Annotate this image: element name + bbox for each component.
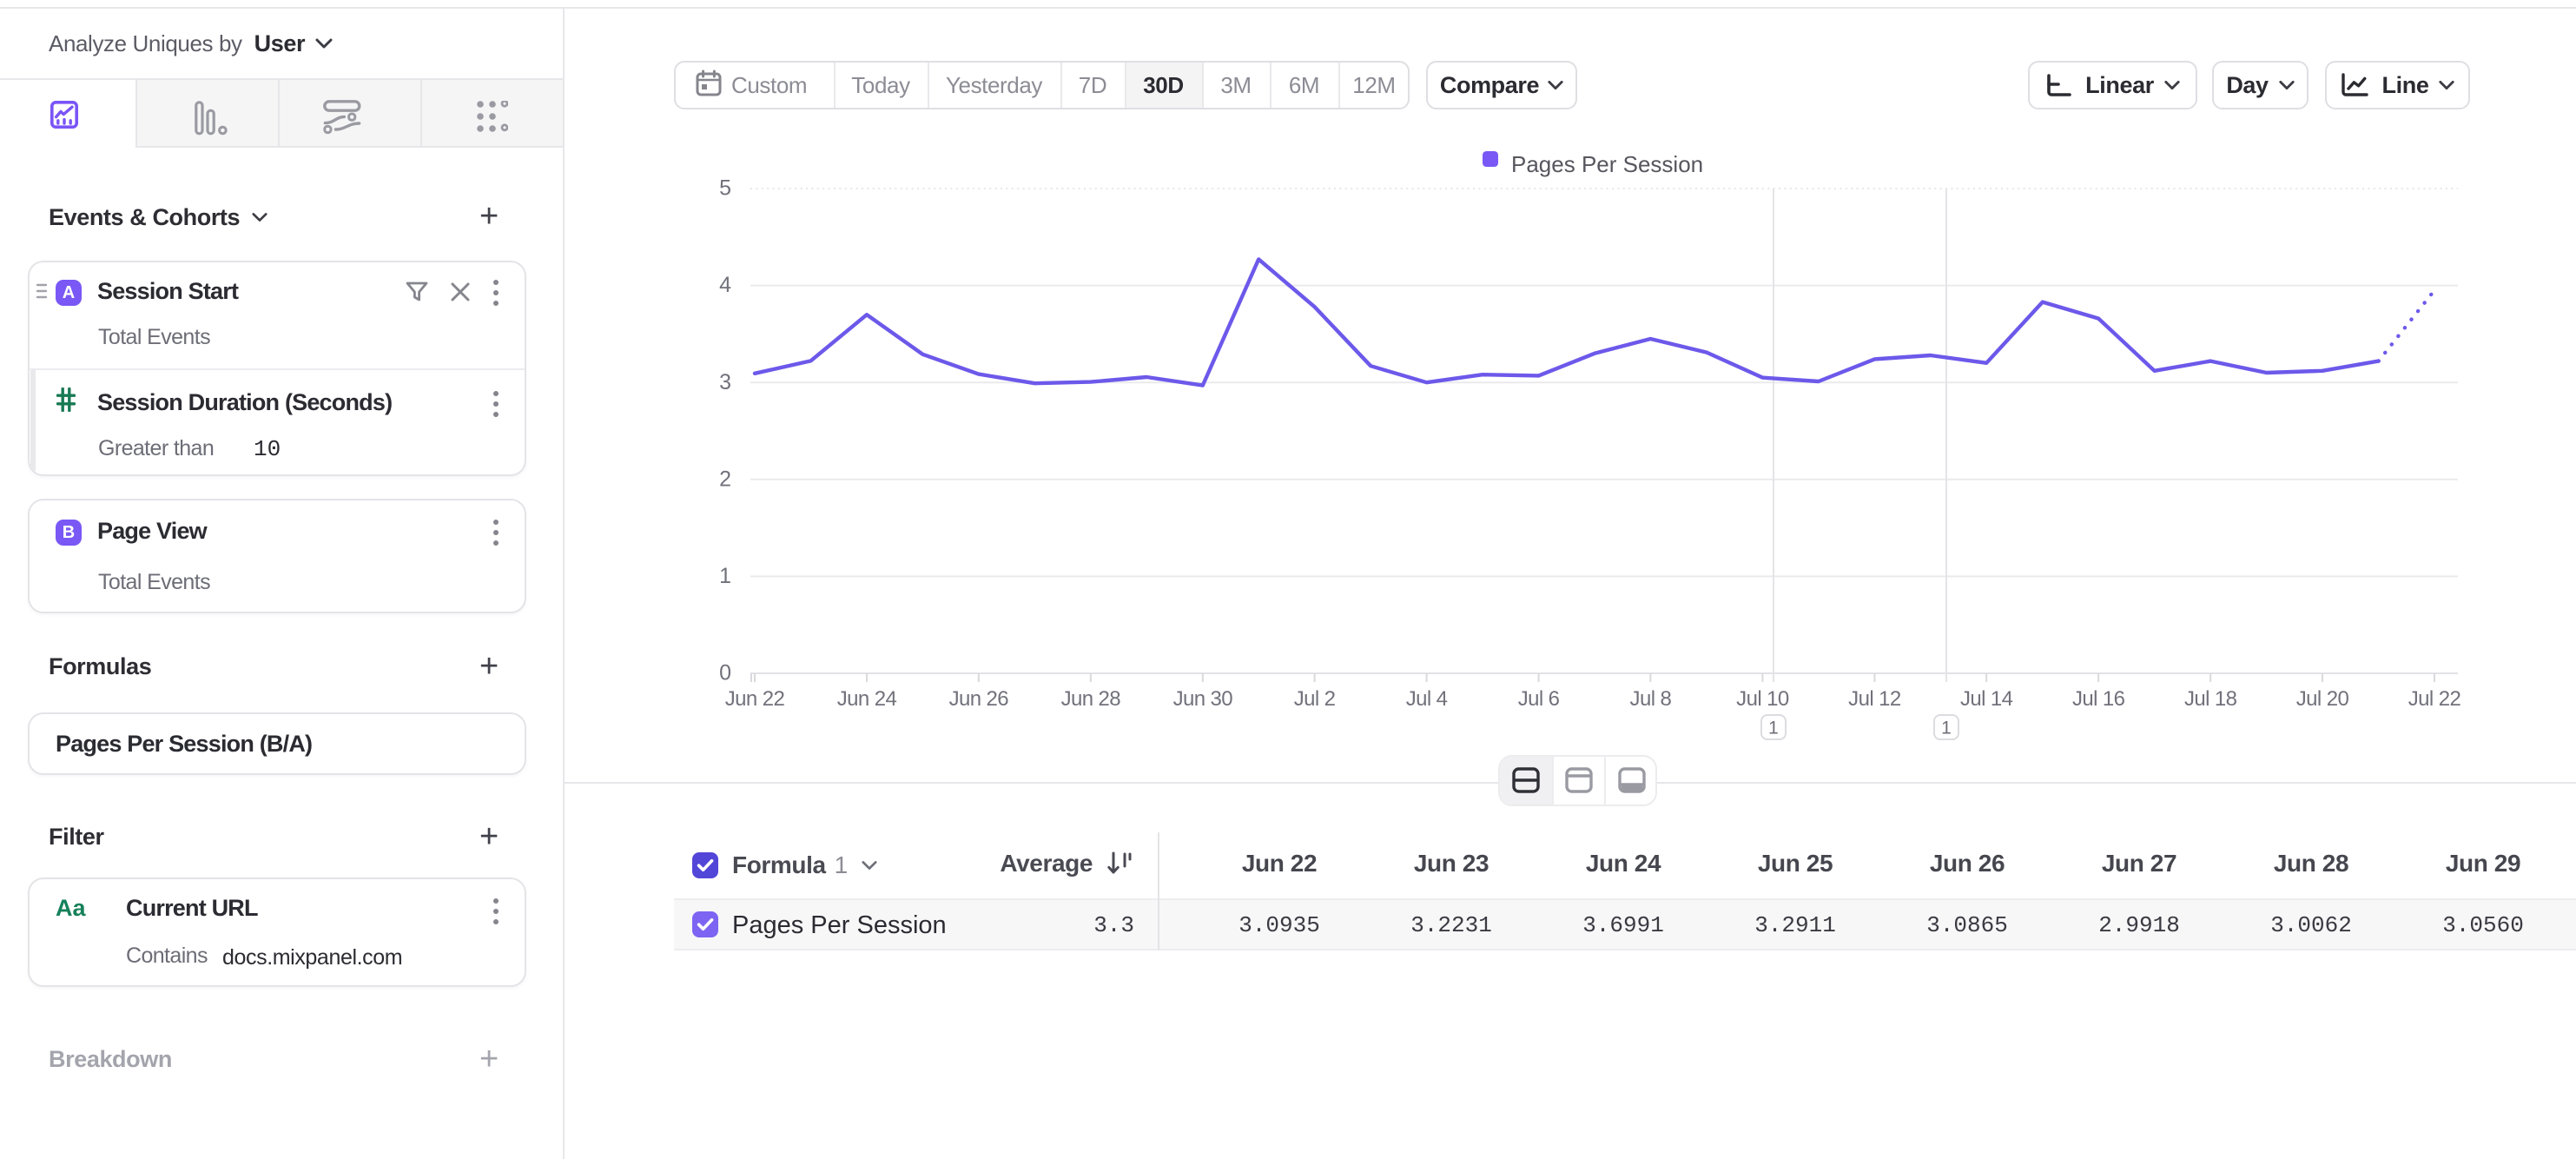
svg-text:Jul 10: Jul 10 xyxy=(1736,687,1789,711)
svg-text:1: 1 xyxy=(1941,719,1952,738)
svg-text:Jul 18: Jul 18 xyxy=(2184,687,2237,711)
svg-text:2: 2 xyxy=(719,467,731,491)
svg-text:Jul 22: Jul 22 xyxy=(2408,687,2461,711)
svg-text:Pages Per Session: Pages Per Session xyxy=(1511,151,1703,177)
svg-text:Jul 8: Jul 8 xyxy=(1630,687,1672,711)
svg-text:Jul 20: Jul 20 xyxy=(2296,687,2349,711)
svg-text:Jul 6: Jul 6 xyxy=(1518,687,1560,711)
svg-text:Jun 22: Jun 22 xyxy=(725,687,785,711)
svg-text:4: 4 xyxy=(719,273,731,297)
svg-text:Jul 12: Jul 12 xyxy=(1848,687,1901,711)
svg-text:5: 5 xyxy=(719,176,731,201)
svg-text:Jun 26: Jun 26 xyxy=(949,687,1009,711)
svg-text:1: 1 xyxy=(719,564,731,588)
svg-text:Jul 2: Jul 2 xyxy=(1294,687,1336,711)
svg-text:1: 1 xyxy=(1768,719,1779,738)
svg-text:Jun 24: Jun 24 xyxy=(837,687,897,711)
svg-text:3: 3 xyxy=(719,370,731,394)
svg-text:Jul 14: Jul 14 xyxy=(1960,687,2013,711)
svg-text:Jun 30: Jun 30 xyxy=(1173,687,1233,711)
svg-text:Jul 16: Jul 16 xyxy=(2072,687,2125,711)
svg-text:Jul 4: Jul 4 xyxy=(1406,687,1448,711)
svg-text:0: 0 xyxy=(719,661,731,685)
svg-text:Jun 28: Jun 28 xyxy=(1061,687,1121,711)
